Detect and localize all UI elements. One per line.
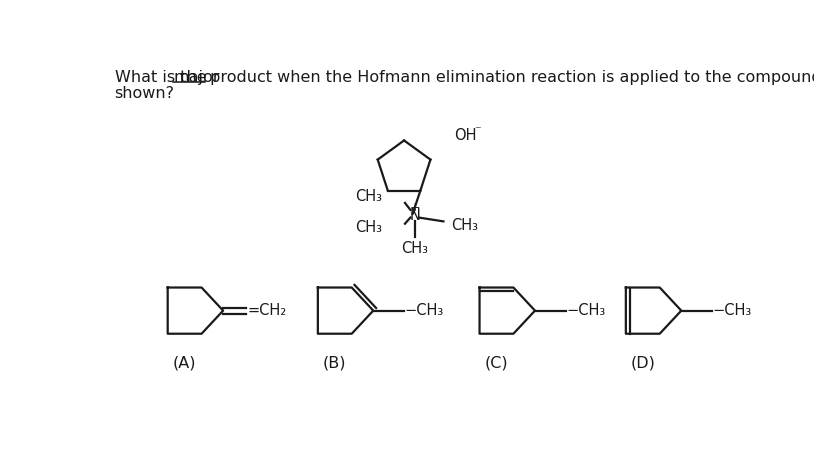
Text: ⁻: ⁻ <box>474 125 481 138</box>
Text: −CH₃: −CH₃ <box>567 303 606 318</box>
Text: (C): (C) <box>484 355 508 370</box>
Text: shown?: shown? <box>115 86 174 101</box>
Text: CH₃: CH₃ <box>355 220 382 235</box>
Text: +: + <box>409 201 420 214</box>
Text: What is the: What is the <box>115 70 212 85</box>
Text: −CH₃: −CH₃ <box>405 303 444 318</box>
Text: CH₃: CH₃ <box>355 189 382 204</box>
Text: (B): (B) <box>323 355 347 370</box>
Text: N: N <box>409 208 420 223</box>
Text: OH: OH <box>454 128 477 143</box>
Text: major: major <box>173 70 220 85</box>
Text: =CH₂: =CH₂ <box>247 303 287 318</box>
Text: CH₃: CH₃ <box>451 218 478 233</box>
Text: product when the Hofmann elimination reaction is applied to the compound: product when the Hofmann elimination rea… <box>205 70 814 85</box>
Text: CH₃: CH₃ <box>401 241 428 256</box>
Text: −CH₃: −CH₃ <box>713 303 752 318</box>
Text: (A): (A) <box>173 355 196 370</box>
Text: (D): (D) <box>630 355 655 370</box>
